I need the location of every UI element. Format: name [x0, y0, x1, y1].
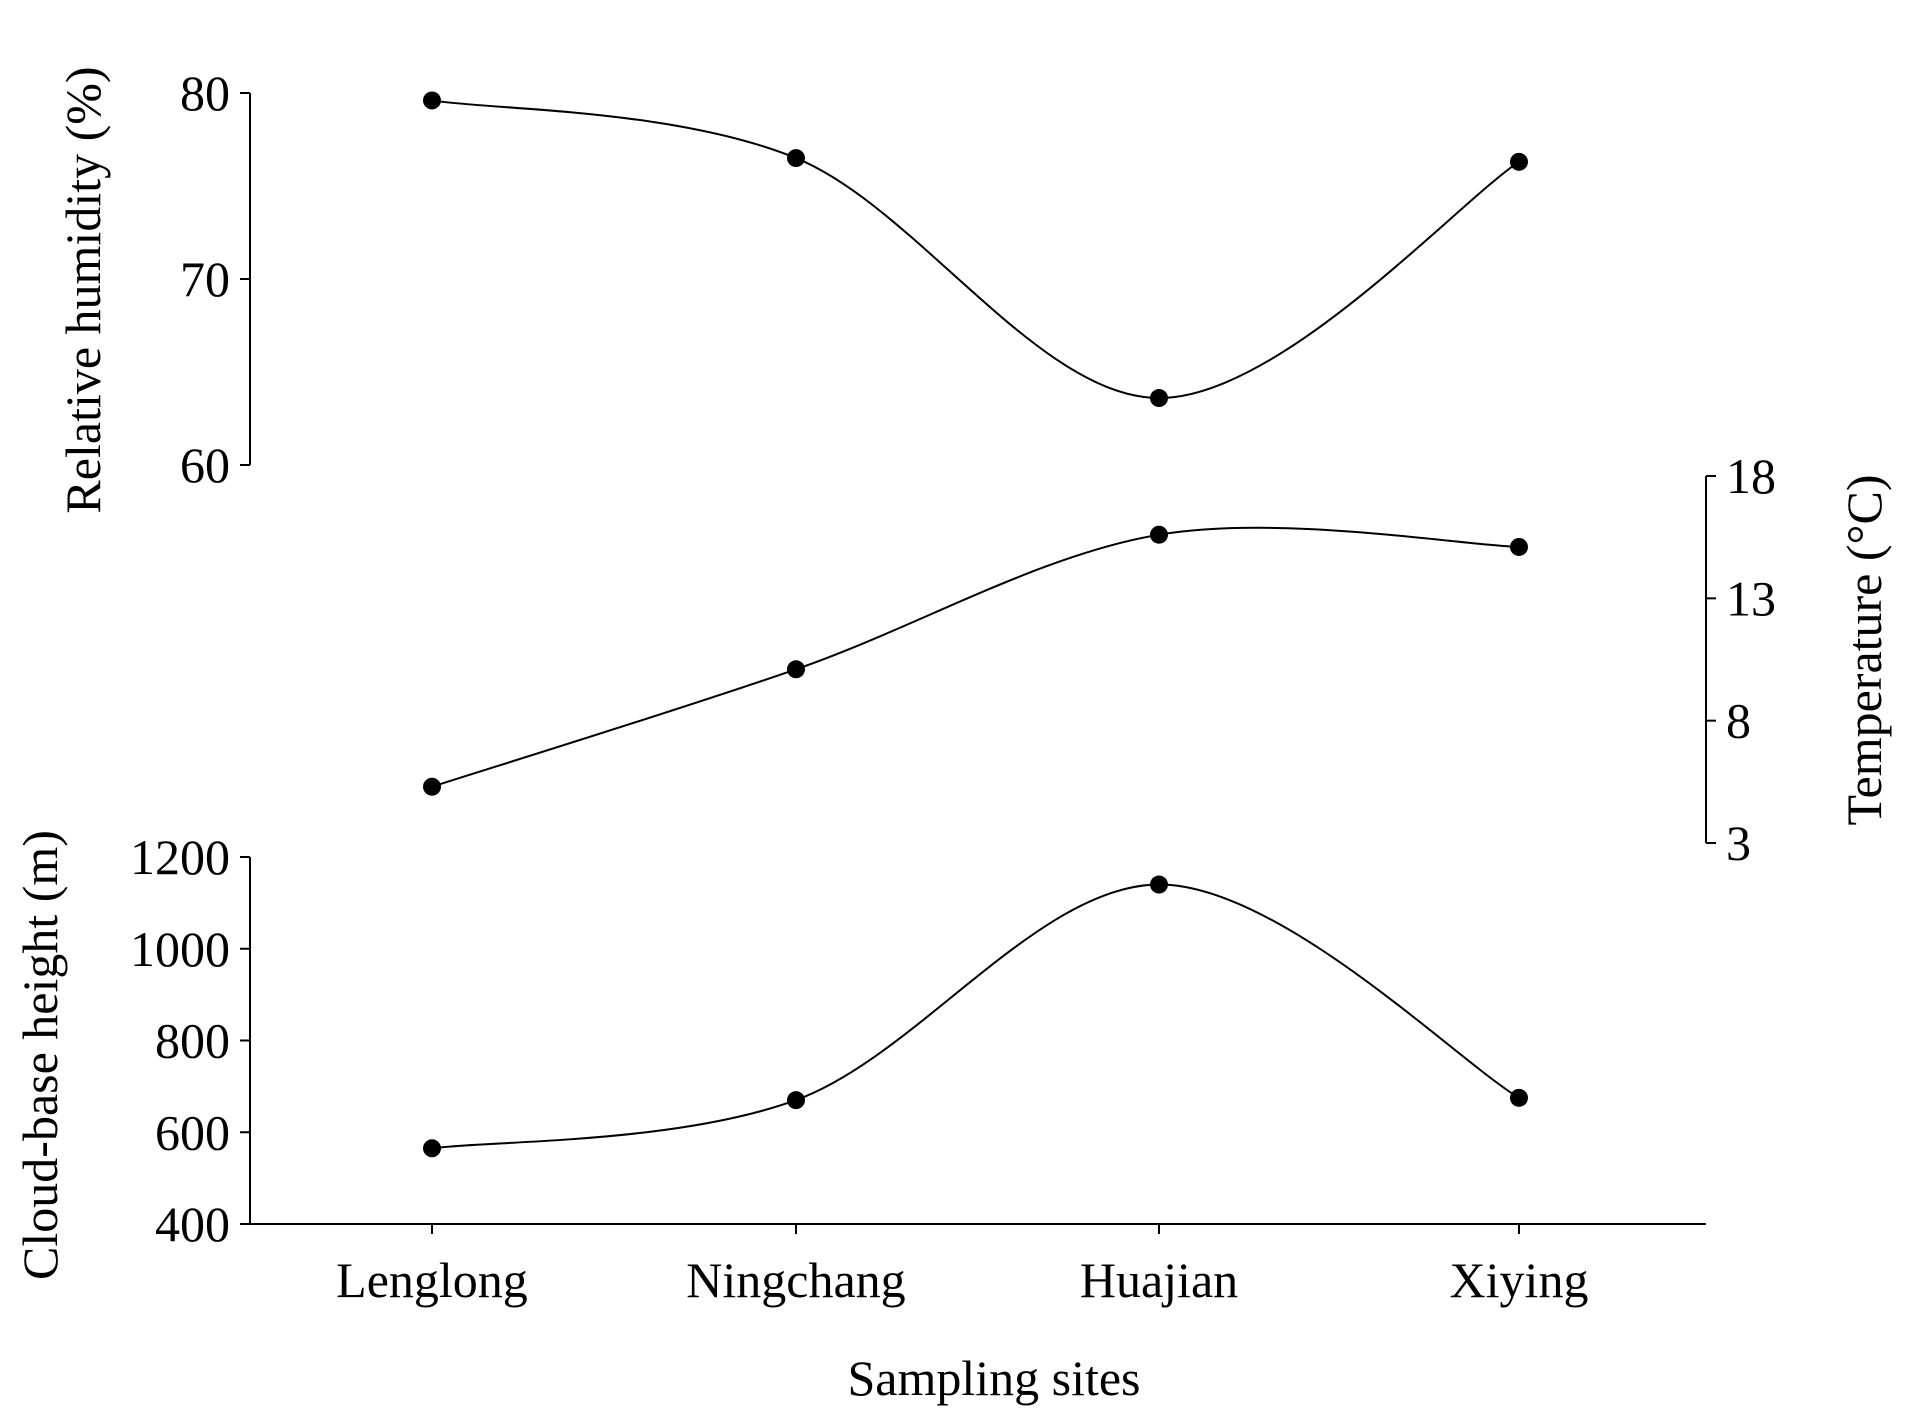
cloud-base-height-point-ningchang — [787, 1091, 805, 1110]
cloud-base-height-series-line — [431, 883, 1520, 1150]
temperature-y-tick-label-1: 8 — [1726, 693, 1751, 749]
temperature-panel: 3 8 13 18 — [423, 448, 1776, 871]
cloud-base-height-y-tick-label-1: 600 — [155, 1104, 230, 1160]
relative-humidity-point-ningchang — [787, 149, 805, 168]
humidity-panel: 60 70 80 — [180, 65, 1528, 493]
temperature-point-ningchang — [787, 660, 805, 679]
temperature-point-huajian — [1150, 525, 1168, 544]
cloud-base-height-y-tick-label-2: 800 — [155, 1013, 230, 1069]
relative-humidity-y-tick-label-0: 60 — [180, 437, 230, 493]
relative-humidity-series-line — [431, 99, 1520, 400]
x-tick-label-huajian: Huajian — [1080, 1252, 1238, 1308]
cloud-base-panel: 400 600 800 1000 1200 Lenglong Ningchang Huajia… — [130, 829, 1706, 1308]
cloud-base-height-y-tick-label-4: 1200 — [130, 829, 230, 885]
temperature-y-tick-label-2: 13 — [1726, 570, 1776, 626]
relative-humidity-y-tick-label-1: 70 — [180, 251, 230, 307]
cloud-base-height-point-lenglong — [423, 1139, 441, 1158]
x-tick-label-ningchang: Ningchang — [686, 1252, 905, 1308]
x-tick-label-xiying: Xiying — [1450, 1252, 1589, 1308]
temperature-point-xiying — [1510, 537, 1528, 556]
temperature-y-tick-label-0: 3 — [1726, 815, 1751, 871]
temperature-point-lenglong — [423, 777, 441, 796]
temperature-series-line — [431, 526, 1520, 788]
x-axis-title: Sampling sites — [847, 1350, 1140, 1406]
y-axis-title-cloud-base-height: Cloud-base height (m) — [12, 830, 68, 1280]
x-tick-label-lenglong: Lenglong — [336, 1252, 528, 1308]
cloud-base-height-y-tick-label-0: 400 — [155, 1196, 230, 1252]
relative-humidity-point-xiying — [1510, 152, 1528, 171]
cloud-base-height-point-huajian — [1150, 875, 1168, 894]
temperature-y-tick-label-3: 18 — [1726, 448, 1776, 504]
cloud-base-height-point-xiying — [1510, 1088, 1528, 1107]
y-axis-title-relative-humidity: Relative humidity (%) — [55, 66, 111, 513]
relative-humidity-y-tick-label-2: 80 — [180, 65, 230, 121]
relative-humidity-point-lenglong — [423, 91, 441, 110]
relative-humidity-point-huajian — [1150, 389, 1168, 408]
y-axis-title-temperature: Temperature (°C) — [1836, 474, 1892, 825]
cloud-base-height-y-tick-label-3: 1000 — [130, 921, 230, 977]
